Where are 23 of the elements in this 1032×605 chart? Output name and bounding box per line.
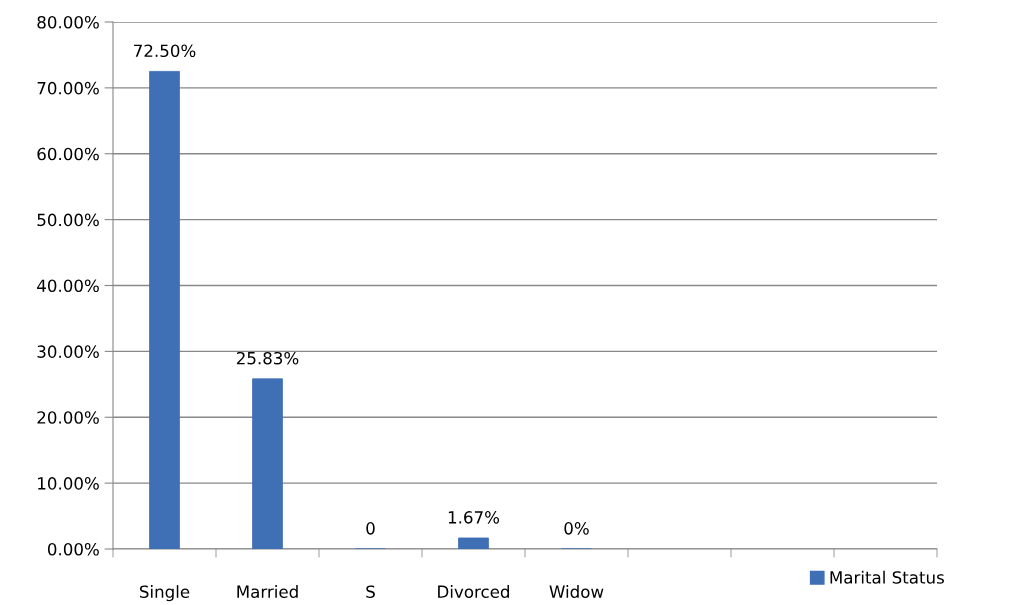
x-tick-label: Married [237,585,298,599]
data-label: 25.83% [236,351,299,365]
x-tick-label: S [366,585,375,599]
x-tick-label: Divorced [438,585,509,599]
legend-label: Marital Status [830,570,944,584]
x-tick-label: Single [139,585,190,602]
y-tick-label: 50.00% [37,213,99,227]
y-tick-label: 30.00% [37,345,99,358]
y-tick-label: 40.00% [37,279,99,293]
y-tick-label: 20.00% [37,411,99,424]
x-tick-label: Widow [549,585,604,599]
y-tick-label: 70.00% [37,81,99,95]
data-label: 0% [564,522,589,535]
data-label: 0 [366,522,375,535]
data-label: 1.67% [448,511,500,524]
bar [458,537,489,549]
y-tick-label: 60.00% [37,147,99,161]
data-label: 72.50% [134,44,196,58]
bar [149,70,180,549]
y-tick-label: 80.00% [37,15,99,29]
bar [252,378,283,549]
y-tick-label: 0.00% [47,542,99,556]
y-tick-label: 10.00% [38,477,99,490]
